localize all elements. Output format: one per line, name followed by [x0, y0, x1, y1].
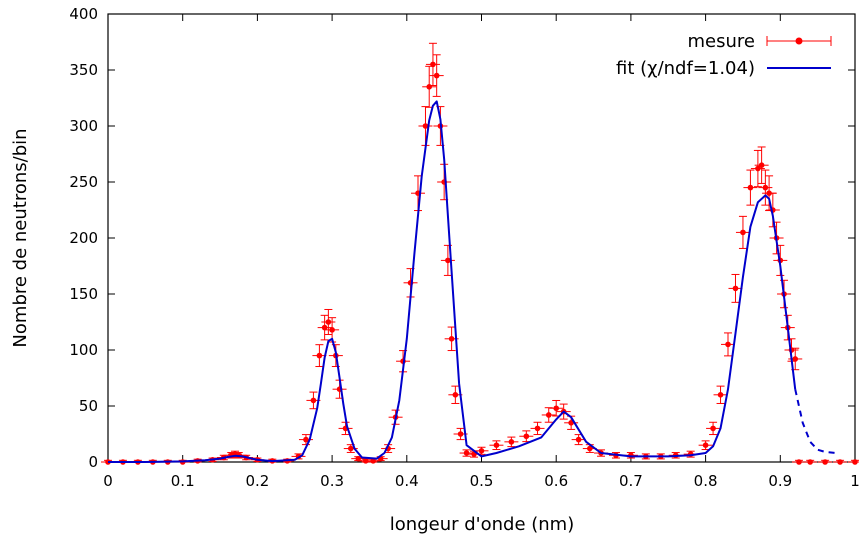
x-tick-label: 1 [850, 472, 859, 490]
data-point [347, 445, 354, 452]
x-tick-label: 0.4 [395, 472, 419, 490]
data-point [553, 405, 559, 412]
axis-ticks: 0 0.1 0.2 0.3 0.4 0.5 0.6 0.7 0.8 0.9 1 0 50 100 150 20… [69, 5, 859, 490]
data-point [457, 431, 464, 437]
y-tick-label: 250 [69, 173, 98, 191]
y-tick-label: 300 [69, 117, 98, 135]
data-point [321, 324, 328, 331]
data-point [725, 341, 731, 348]
data-point [310, 397, 317, 404]
data-point [732, 285, 739, 292]
y-axis-label: Nombre de neutrons/bin [10, 128, 31, 347]
data-point [426, 84, 433, 90]
data-point [852, 459, 858, 465]
y-tick-label: 200 [69, 229, 98, 247]
x-tick-label: 0.9 [768, 472, 792, 490]
data-point [508, 439, 515, 445]
data-point [422, 123, 429, 129]
y-tick-label: 0 [88, 453, 98, 471]
data-point [303, 436, 309, 443]
data-point [755, 165, 761, 172]
y-tick-label: 400 [69, 5, 98, 23]
data-point [452, 392, 459, 398]
x-axis-label: longeur d'onde (nm) [390, 514, 574, 535]
data-point [710, 425, 716, 432]
y-tick-label: 100 [69, 341, 98, 359]
x-tick-label: 0.1 [171, 472, 195, 490]
legend-label-measure: mesure [688, 31, 755, 52]
data-point [523, 433, 530, 440]
data-point [445, 257, 451, 264]
data-point [766, 190, 772, 196]
y-tick-label: 50 [79, 397, 98, 415]
x-tick-label: 0.6 [544, 472, 568, 490]
data-point [362, 458, 369, 464]
data-point [329, 327, 335, 333]
data-point [534, 425, 541, 432]
data-point [702, 442, 709, 449]
y-tick-label: 150 [69, 285, 98, 303]
x-tick-label: 0.5 [470, 472, 494, 490]
data-point [740, 229, 746, 236]
measure-error-bars [101, 42, 859, 463]
data-point [807, 459, 813, 465]
fit-line-extrapolated [794, 388, 837, 454]
data-point [717, 392, 724, 398]
y-tick-label: 350 [69, 61, 98, 79]
fit-line-solid [108, 100, 797, 463]
legend-label-fit: fit (χ/ndf=1.04) [616, 58, 755, 79]
data-point [747, 184, 754, 191]
legend-symbol-measure [766, 36, 832, 46]
data-point [478, 448, 485, 454]
data-point [493, 442, 500, 449]
data-point [762, 184, 769, 191]
data-point [355, 455, 362, 462]
data-point [587, 445, 593, 452]
data-point [758, 162, 765, 168]
data-point [325, 319, 332, 325]
x-tick-label: 0.2 [245, 472, 269, 490]
data-point [316, 352, 323, 359]
data-point [463, 450, 470, 456]
data-point [792, 356, 799, 362]
x-tick-label: 0.8 [694, 472, 718, 490]
data-point [575, 436, 582, 443]
data-point [430, 61, 436, 68]
legend: mesure fit (χ/ndf=1.04) [616, 31, 832, 79]
data-point [837, 459, 843, 465]
data-point [545, 412, 552, 418]
x-tick-label: 0 [103, 472, 113, 490]
data-point [370, 458, 376, 464]
data-point [822, 459, 828, 465]
data-point [448, 336, 455, 342]
x-tick-label: 0.7 [619, 472, 643, 490]
data-point [796, 459, 802, 465]
fit-curve [108, 100, 837, 463]
data-point [433, 72, 440, 79]
x-tick-label: 0.3 [320, 472, 344, 490]
